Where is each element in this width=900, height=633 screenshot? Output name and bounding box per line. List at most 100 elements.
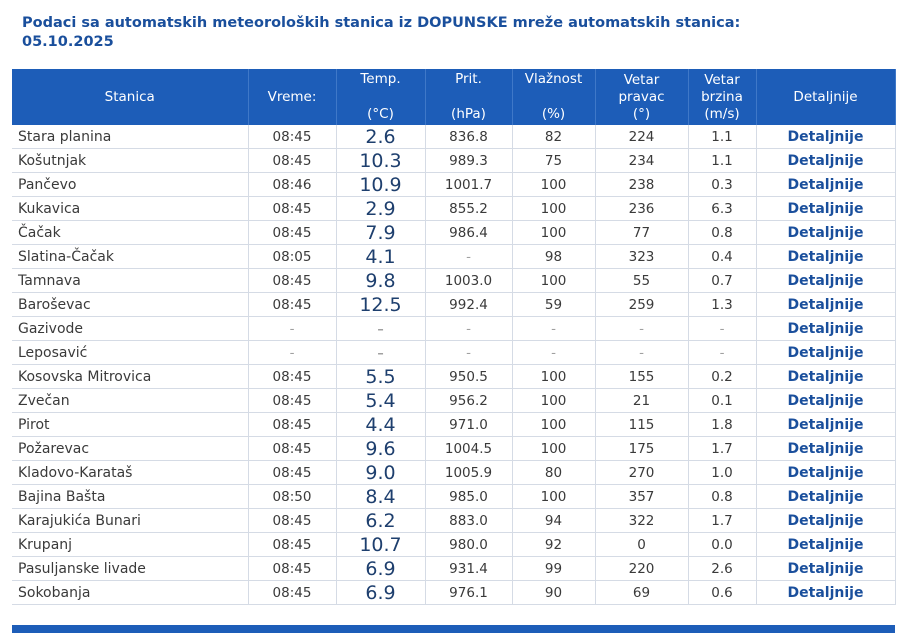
station-cell: Pirot	[12, 412, 249, 437]
table-body: Stara planina 08:45 2.6 836.8 82 224 1.1 Detalj…	[12, 125, 896, 605]
details-link[interactable]: Detaljnije	[756, 316, 896, 341]
table-header: Stanica Vreme: Temp. (°C) Prit. (hPa) Vl…	[12, 69, 896, 125]
table-row: Tamnava 08:45 9.8 1003.0 100 55 0.7 Detaljnije	[12, 268, 896, 293]
details-link[interactable]: Detaljnije	[756, 412, 896, 437]
station-cell: Bajina Bašta	[12, 484, 249, 509]
details-link[interactable]: Detaljnije	[756, 532, 896, 557]
wind-speed-cell: 1.0	[688, 460, 757, 485]
pressure-cell: 931.4	[425, 556, 513, 581]
time-cell: 08:45	[248, 508, 337, 533]
humidity-cell: 59	[512, 292, 596, 317]
time-cell: 08:45	[248, 148, 337, 173]
time-cell: 08:45	[248, 412, 337, 437]
pressure-cell: 976.1	[425, 580, 513, 605]
humidity-cell: 94	[512, 508, 596, 533]
time-cell: 08:45	[248, 196, 337, 221]
details-link[interactable]: Detaljnije	[756, 125, 896, 149]
pressure-cell: 985.0	[425, 484, 513, 509]
wind-speed-cell: 0.6	[688, 580, 757, 605]
station-cell: Karajukića Bunari	[12, 508, 249, 533]
temp-cell: 6.9	[336, 556, 426, 581]
wind-direction-cell: 236	[595, 196, 689, 221]
details-link[interactable]: Detaljnije	[756, 436, 896, 461]
station-cell: Leposavić	[12, 340, 249, 365]
wind-speed-cell: 0.7	[688, 268, 757, 293]
details-link[interactable]: Detaljnije	[756, 580, 896, 605]
pressure-cell: 992.4	[425, 292, 513, 317]
details-link[interactable]: Detaljnije	[756, 556, 896, 581]
temp-cell: 4.4	[336, 412, 426, 437]
details-link[interactable]: Detaljnije	[756, 460, 896, 485]
details-link[interactable]: Detaljnije	[756, 172, 896, 197]
temp-cell: 2.6	[336, 125, 426, 149]
temp-cell: 9.6	[336, 436, 426, 461]
table-row: Pančevo 08:46 10.9 1001.7 100 238 0.3 Detaljnij…	[12, 172, 896, 197]
station-cell: Gazivode	[12, 316, 249, 341]
details-link[interactable]: Detaljnije	[756, 508, 896, 533]
humidity-cell: 100	[512, 220, 596, 245]
table-row: Stara planina 08:45 2.6 836.8 82 224 1.1 Detalj…	[12, 125, 896, 149]
details-link[interactable]: Detaljnije	[756, 340, 896, 365]
table-row: Kukavica 08:45 2.9 855.2 100 236 6.3 Detaljnije	[12, 196, 896, 221]
details-link[interactable]: Detaljnije	[756, 484, 896, 509]
table-row: Krupanj 08:45 10.7 980.0 92 0 0.0 Detaljnije	[12, 532, 896, 557]
station-cell: Požarevac	[12, 436, 249, 461]
table-row: Kosovska Mitrovica 08:45 5.5 950.5 100 155 0.2…	[12, 364, 896, 389]
wind-speed-cell: 1.1	[688, 148, 757, 173]
station-cell: Baroševac	[12, 292, 249, 317]
time-cell: 08:45	[248, 388, 337, 413]
station-cell: Kukavica	[12, 196, 249, 221]
station-cell: Sokobanja	[12, 580, 249, 605]
wind-direction-cell: 115	[595, 412, 689, 437]
wind-speed-cell: 0.1	[688, 388, 757, 413]
details-link[interactable]: Detaljnije	[756, 220, 896, 245]
time-cell: 08:45	[248, 364, 337, 389]
wind-direction-cell: 175	[595, 436, 689, 461]
humidity-cell: 98	[512, 244, 596, 269]
temp-cell: 4.1	[336, 244, 426, 269]
station-cell: Zvečan	[12, 388, 249, 413]
station-cell: Tamnava	[12, 268, 249, 293]
details-link[interactable]: Detaljnije	[756, 148, 896, 173]
station-cell: Stara planina	[12, 125, 249, 149]
wind-direction-cell: 234	[595, 148, 689, 173]
table-row: Zvečan 08:45 5.4 956.2 100 21 0.1 Detaljnije	[12, 388, 896, 413]
header-humidity: Vlažnost (%)	[512, 69, 596, 125]
wind-direction-cell: 322	[595, 508, 689, 533]
wind-direction-cell: 77	[595, 220, 689, 245]
humidity-cell: 90	[512, 580, 596, 605]
wind-direction-cell: 220	[595, 556, 689, 581]
wind-speed-cell: 0.8	[688, 484, 757, 509]
table-row: Čačak 08:45 7.9 986.4 100 77 0.8 Detaljnije	[12, 220, 896, 245]
humidity-cell: 100	[512, 436, 596, 461]
station-cell: Krupanj	[12, 532, 249, 557]
humidity-cell: 100	[512, 388, 596, 413]
stations-table: Stanica Vreme: Temp. (°C) Prit. (hPa) Vl…	[12, 69, 896, 605]
details-link[interactable]: Detaljnije	[756, 244, 896, 269]
station-cell: Slatina-Čačak	[12, 244, 249, 269]
pressure-cell: 989.3	[425, 148, 513, 173]
wind-speed-cell: 2.6	[688, 556, 757, 581]
pressure-cell: -	[425, 316, 513, 341]
wind-direction-cell: 69	[595, 580, 689, 605]
time-cell: 08:45	[248, 460, 337, 485]
details-link[interactable]: Detaljnije	[756, 268, 896, 293]
wind-direction-cell: -	[595, 316, 689, 341]
humidity-cell: -	[512, 316, 596, 341]
time-cell: 08:45	[248, 580, 337, 605]
details-link[interactable]: Detaljnije	[756, 388, 896, 413]
details-link[interactable]: Detaljnije	[756, 364, 896, 389]
pressure-cell: 971.0	[425, 412, 513, 437]
wind-direction-cell: 224	[595, 125, 689, 149]
wind-speed-cell: 0.3	[688, 172, 757, 197]
station-cell: Košutnjak	[12, 148, 249, 173]
time-cell: 08:45	[248, 292, 337, 317]
time-cell: -	[248, 316, 337, 341]
table-row: Sokobanja 08:45 6.9 976.1 90 69 0.6 Detaljnije	[12, 580, 896, 605]
table-row: Gazivode - - - - - - Detaljnije	[12, 316, 896, 341]
details-link[interactable]: Detaljnije	[756, 292, 896, 317]
table-row: Kladovo-Karataš 08:45 9.0 1005.9 80 270 1.0 Det…	[12, 460, 896, 485]
table-row: Slatina-Čačak 08:05 4.1-98 323 0.4 Detaljnije	[12, 244, 896, 269]
details-link[interactable]: Detaljnije	[756, 196, 896, 221]
pressure-cell: -	[425, 244, 513, 269]
